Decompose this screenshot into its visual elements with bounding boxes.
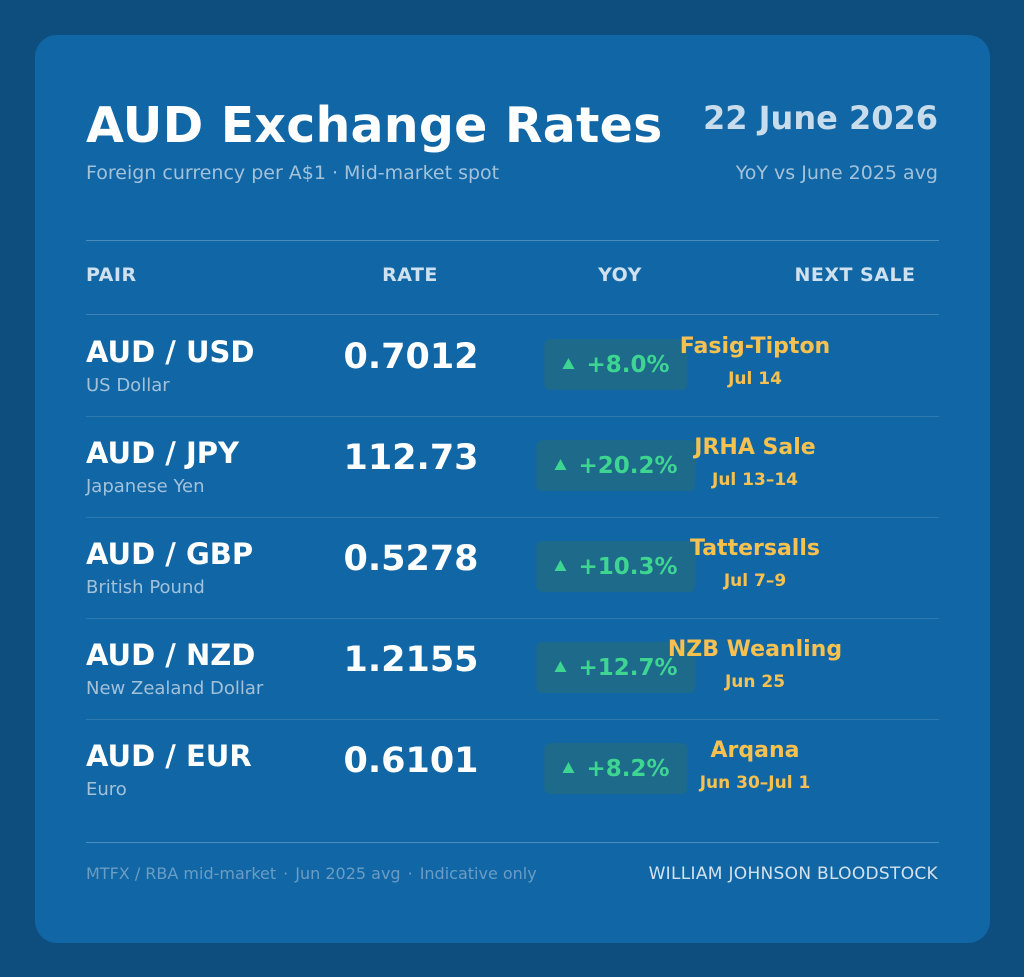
source-disclaimer: Indicative only <box>419 864 537 883</box>
header-divider <box>86 240 939 241</box>
currency-name: Euro <box>86 779 127 800</box>
column-header-next-sale: NEXT SALE <box>794 264 916 286</box>
footer-source: MTFX / RBA mid-market · Jun 2025 avg · Indic… <box>86 864 537 883</box>
exchange-rate: 1.2155 <box>343 640 479 680</box>
currency-name: Japanese Yen <box>86 476 205 497</box>
yoy-change-badge: +8.2% <box>544 743 688 794</box>
currency-name: US Dollar <box>86 375 170 396</box>
exchange-rate: 0.6101 <box>343 741 479 781</box>
next-sale-name: Arqana <box>710 738 800 763</box>
next-sale-date: Jul 13–14 <box>712 470 798 490</box>
report-date: 22 June 2026 <box>702 99 938 137</box>
brand-name: WILLIAM JOHNSON BLOODSTOCK <box>648 864 938 884</box>
footer-separator: · <box>283 864 289 883</box>
yoy-change-value: +8.2% <box>586 755 670 782</box>
footer-separator: · <box>407 864 413 883</box>
table-row: AUD / JPY Japanese Yen 112.73 +20.2% JRH… <box>86 416 939 518</box>
column-header-divider <box>86 314 939 315</box>
currency-pair: AUD / EUR <box>86 739 252 773</box>
subtitle-separator: · <box>331 162 339 184</box>
triangle-up-icon <box>562 761 575 773</box>
yoy-change-badge: +10.3% <box>536 541 696 592</box>
next-sale-name: Fasig-Tipton <box>679 334 831 359</box>
table-row: AUD / NZD New Zealand Dollar 1.2155 +12.… <box>86 618 939 720</box>
yoy-basis-note: YoY vs June 2025 avg <box>735 162 938 184</box>
yoy-change-value: +8.0% <box>586 351 670 378</box>
table-row: AUD / EUR Euro 0.6101 +8.2% Arqana Jun 3… <box>86 719 939 820</box>
source-provider: MTFX / RBA mid-market <box>86 864 277 883</box>
next-sale-date: Jun 30–Jul 1 <box>699 773 811 793</box>
subtitle-units: Foreign currency per A$1 <box>86 162 326 184</box>
yoy-change-badge: +20.2% <box>536 440 696 491</box>
next-sale-name: JRHA Sale <box>694 435 816 460</box>
triangle-up-icon <box>562 357 575 369</box>
exchange-rate: 0.5278 <box>343 539 479 579</box>
source-baseline: Jun 2025 avg <box>295 864 401 883</box>
footer-divider <box>86 842 939 843</box>
yoy-change-badge: +12.7% <box>536 642 696 693</box>
triangle-up-icon <box>554 559 567 571</box>
yoy-change-value: +20.2% <box>578 452 678 479</box>
currency-pair: AUD / NZD <box>86 638 256 672</box>
yoy-change-value: +12.7% <box>578 654 678 681</box>
yoy-change-badge: +8.0% <box>544 339 688 390</box>
next-sale-date: Jun 25 <box>724 672 786 692</box>
next-sale-date: Jul 14 <box>728 369 782 389</box>
next-sale-name: NZB Weanling <box>667 637 843 662</box>
exchange-rate: 112.73 <box>343 438 479 478</box>
exchange-rate: 0.7012 <box>343 337 479 377</box>
column-header-yoy: YOY <box>598 264 642 286</box>
page-subtitle: Foreign currency per A$1 · Mid-market spot <box>86 162 499 184</box>
yoy-change-value: +10.3% <box>578 553 678 580</box>
currency-name: New Zealand Dollar <box>86 678 264 699</box>
triangle-up-icon <box>554 458 567 470</box>
column-header-pair: PAIR <box>86 264 137 286</box>
exchange-rates-card: AUD Exchange Rates Foreign currency per … <box>35 35 990 943</box>
currency-name: British Pound <box>86 577 205 598</box>
currency-pair: AUD / JPY <box>86 436 240 470</box>
table-row: AUD / USD US Dollar 0.7012 +8.0% Fasig-T… <box>86 315 939 417</box>
triangle-up-icon <box>554 660 567 672</box>
subtitle-basis: Mid-market spot <box>344 162 500 184</box>
column-header-rate: RATE <box>382 264 438 286</box>
currency-pair: AUD / USD <box>86 335 255 369</box>
page-title: AUD Exchange Rates <box>86 97 663 154</box>
currency-pair: AUD / GBP <box>86 537 254 571</box>
table-row: AUD / GBP British Pound 0.5278 +10.3% Ta… <box>86 517 939 619</box>
next-sale-name: Tattersalls <box>690 536 820 561</box>
next-sale-date: Jul 7–9 <box>723 571 787 591</box>
